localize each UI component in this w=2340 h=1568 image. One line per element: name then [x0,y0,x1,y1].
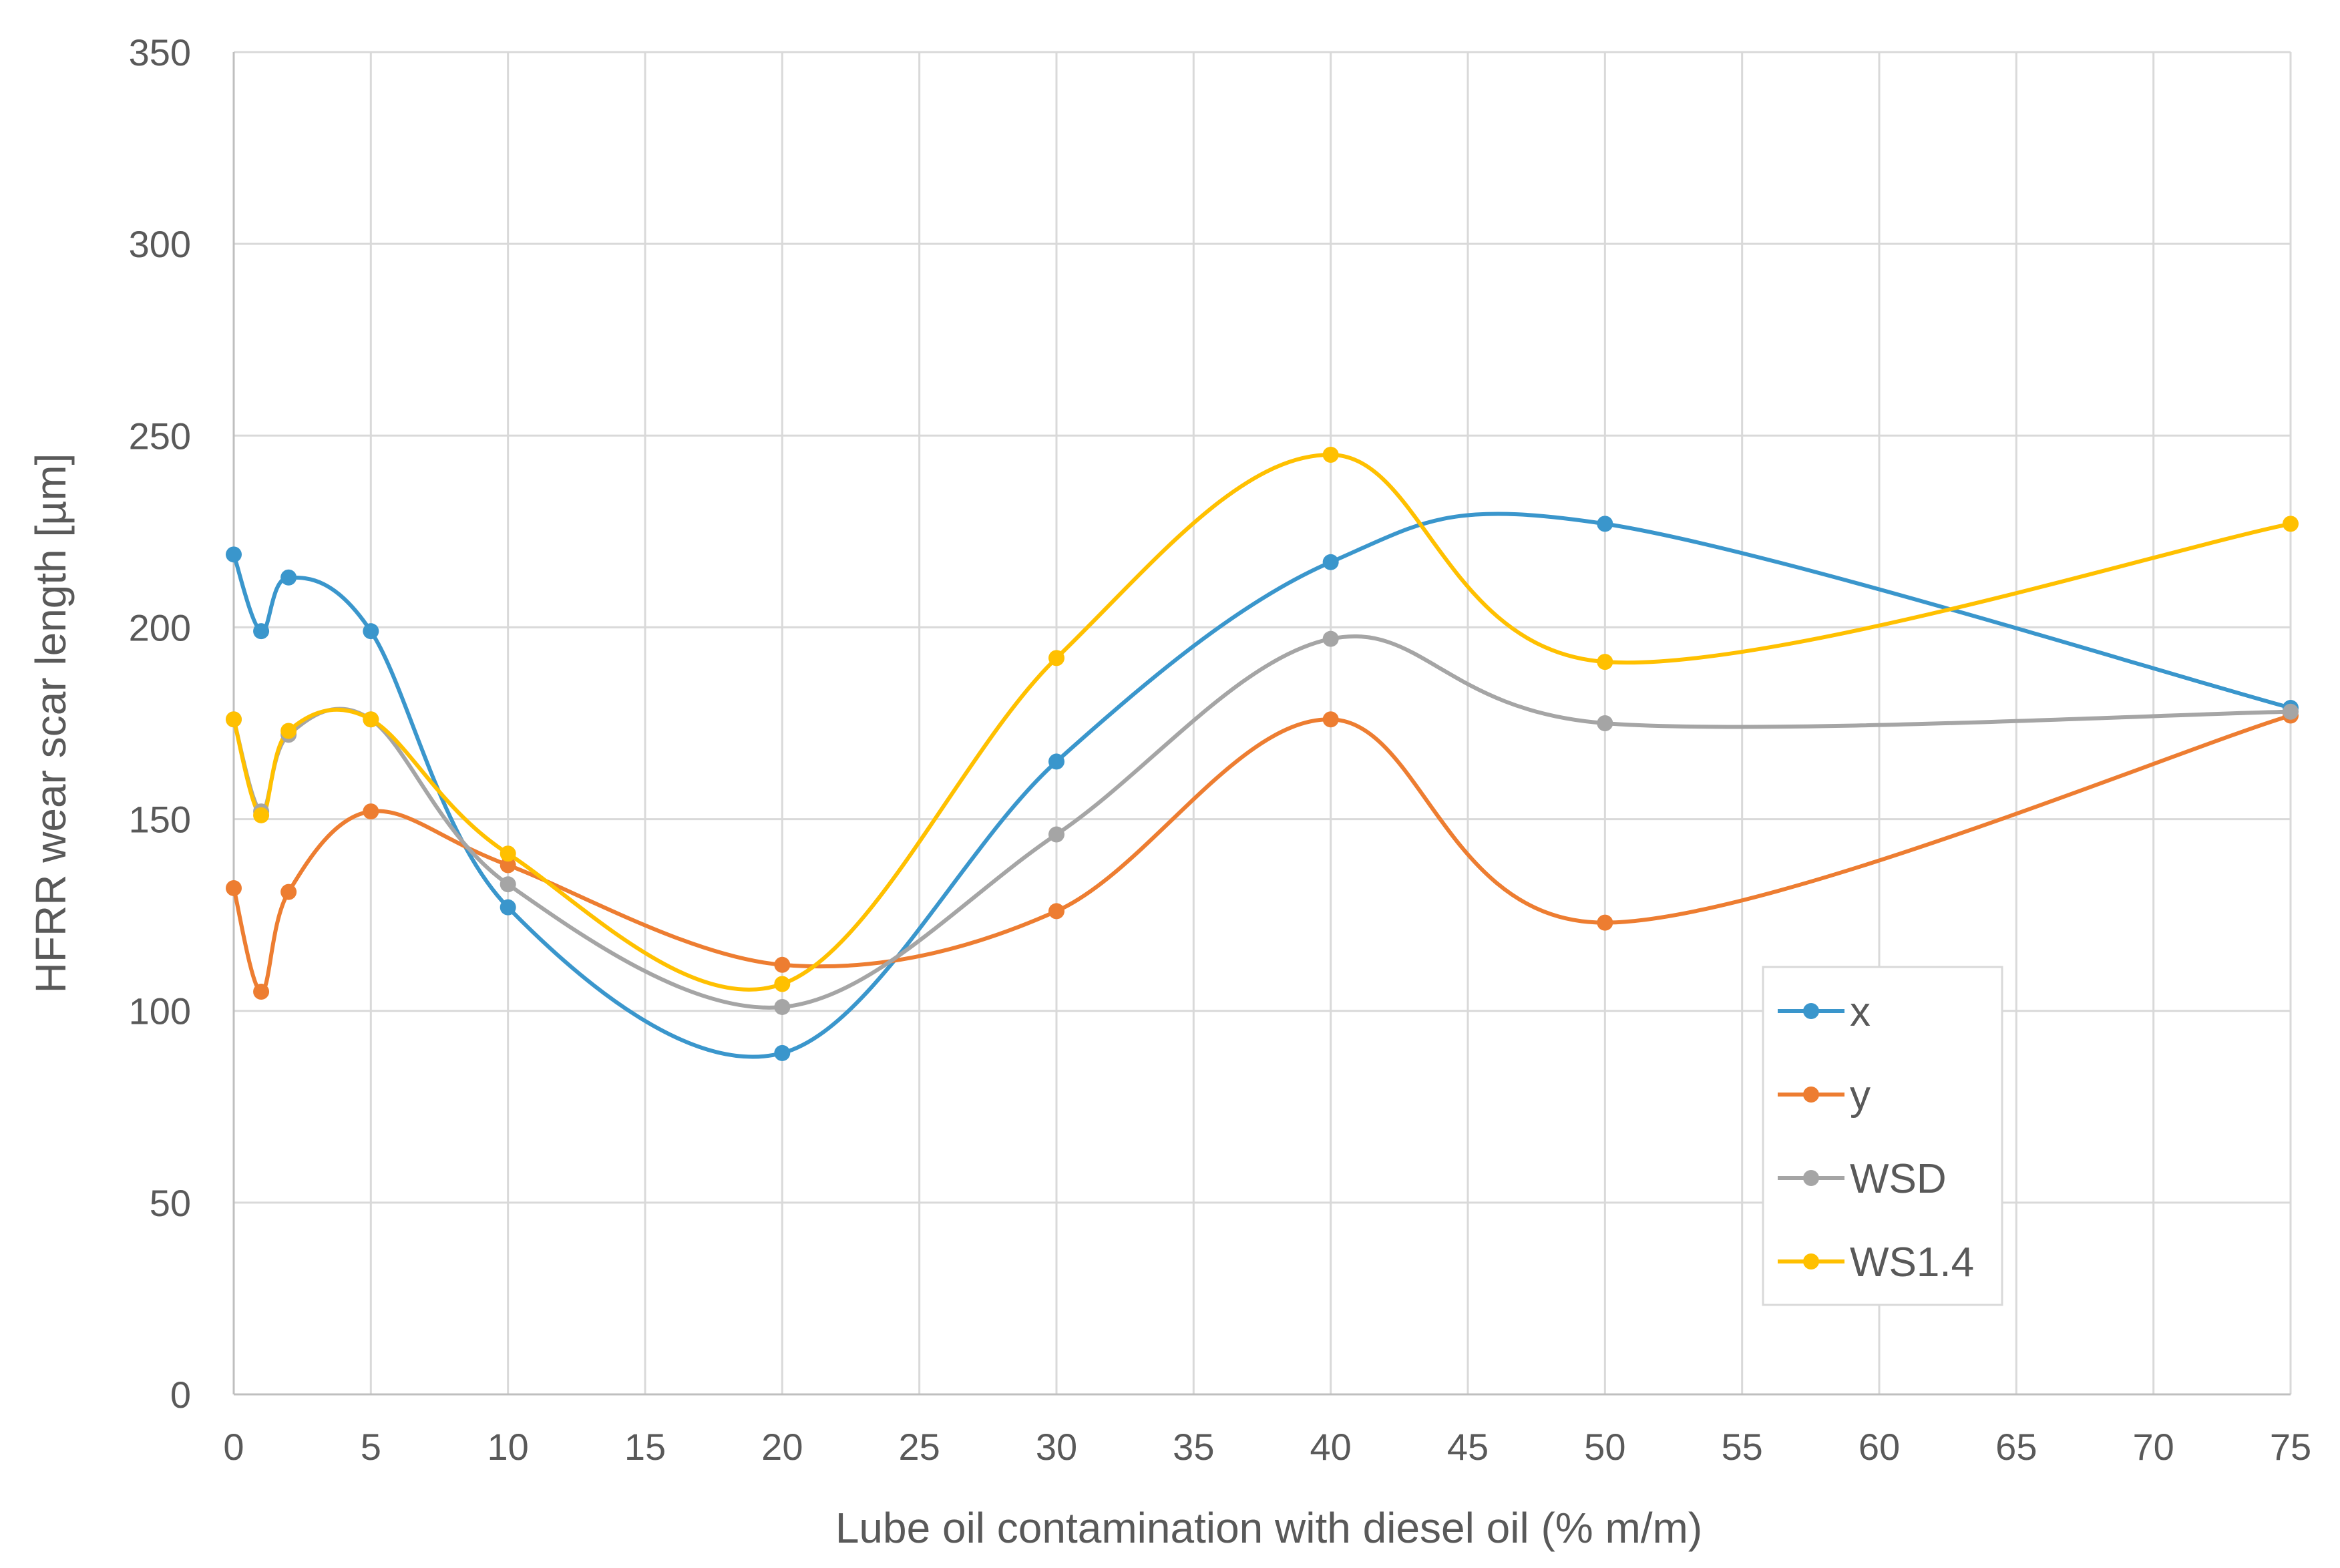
x-tick-label: 40 [1310,1426,1352,1468]
data-point [1048,903,1064,920]
data-point [500,876,516,893]
series-line-wsd [232,634,2293,1010]
x-tick-label: 0 [223,1426,244,1468]
data-point [1322,554,1339,570]
data-point [226,879,242,896]
data-point [774,998,791,1015]
data-point [280,884,297,900]
y-tick-label: 350 [129,31,191,73]
y-axis-title: HFRR wear scar length [µm] [27,453,75,994]
data-point [226,546,242,563]
data-point [1048,826,1064,843]
x-axis-title: Lube oil contamination with diesel oil (… [835,1504,1702,1552]
y-tick-label: 0 [170,1374,191,1416]
data-point [363,711,379,728]
x-tick-label: 30 [1036,1426,1077,1468]
x-tick-label: 45 [1447,1426,1489,1468]
y-tick-label: 200 [129,606,191,648]
data-point [1597,715,1613,731]
data-point [226,711,242,728]
data-point [363,803,379,820]
x-tick-label: 75 [2270,1426,2311,1468]
series-line-y [232,713,2293,994]
legend-swatch-marker [1803,1170,1819,1186]
x-tick-label: 10 [488,1426,529,1468]
x-tick-label: 20 [761,1426,803,1468]
data-point [1048,650,1064,666]
data-point [500,899,516,916]
legend-swatch-marker [1803,1253,1819,1269]
x-tick-label: 5 [361,1426,381,1468]
x-tick-label: 65 [1995,1426,2037,1468]
legend-entry-label: x [1850,989,1871,1035]
data-point [1597,914,1613,931]
data-point [1048,753,1064,770]
data-point [363,623,379,640]
y-tick-label: 300 [129,223,191,265]
x-tick-label: 15 [624,1426,666,1468]
points-layer [226,447,2299,1061]
legend-swatch-marker [1803,1087,1819,1103]
data-point [253,984,270,1000]
axes: 0 50 100 150 200 250 300 350 0 5 10 15 20 25 30 35 40 45 5… [27,31,2311,1552]
legend-box [1762,966,2003,1306]
data-point [774,976,791,992]
data-point [280,569,297,586]
x-tick-label: 50 [1584,1426,1625,1468]
legend-entry-label: y [1850,1072,1871,1119]
y-tick-label: 100 [129,990,191,1032]
y-tick-label: 250 [129,415,191,457]
x-tick-label: 55 [1722,1426,1763,1468]
data-point [774,1044,791,1061]
data-point [1322,630,1339,647]
legend-entry-label: WSD [1850,1156,1947,1202]
data-point [253,623,270,640]
data-point [1597,654,1613,670]
data-point [1597,516,1613,532]
x-tick-label: 35 [1173,1426,1214,1468]
x-tick-label: 70 [2133,1426,2174,1468]
legend: xy WSD WS1.4 [1762,966,2003,1306]
data-point [280,723,297,739]
data-point [1322,711,1339,728]
data-point [253,807,270,823]
data-point [500,857,516,873]
x-tick-label: 25 [899,1426,940,1468]
legend-entry-label: WS1.4 [1850,1239,1974,1286]
y-tick-label: 150 [129,799,191,841]
data-point [500,845,516,862]
data-point [2283,703,2299,720]
data-point [2283,516,2299,532]
data-point [774,956,791,973]
legend-swatch-marker [1803,1003,1819,1019]
y-tick-label: 50 [150,1182,191,1224]
x-tick-label: 60 [1859,1426,1900,1468]
data-point [1322,447,1339,463]
